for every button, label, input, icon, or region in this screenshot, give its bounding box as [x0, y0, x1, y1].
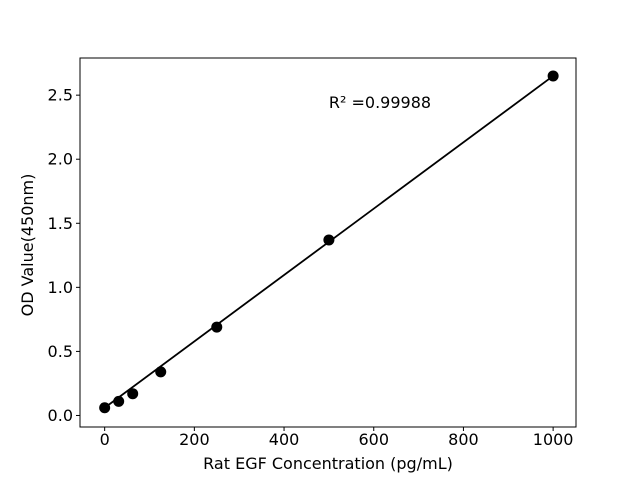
x-tick-label: 600	[358, 430, 389, 449]
data-point	[99, 402, 111, 414]
data-point	[211, 321, 223, 333]
data-point	[155, 366, 167, 378]
y-tick-label: 0.0	[48, 406, 73, 425]
x-tick-label: 800	[448, 430, 479, 449]
y-tick-label: 1.0	[48, 278, 73, 297]
x-tick-label: 1000	[533, 430, 574, 449]
data-point	[547, 70, 559, 82]
x-tick-label: 200	[179, 430, 210, 449]
data-point	[323, 234, 335, 246]
data-point	[127, 388, 139, 400]
plot-border	[79, 57, 577, 428]
y-axis-label: OD Value(450nm)	[18, 174, 37, 317]
y-tick-label: 2.5	[48, 86, 73, 105]
x-tick-label: 400	[269, 430, 300, 449]
y-tick-label: 2.0	[48, 150, 73, 169]
x-axis-label: Rat EGF Concentration (pg/mL)	[203, 454, 453, 473]
x-tick-label: 0	[100, 430, 110, 449]
y-tick-label: 0.5	[48, 342, 73, 361]
y-tick-label: 1.5	[48, 214, 73, 233]
data-point	[113, 395, 125, 407]
r-squared-annotation: R² =0.99988	[329, 93, 431, 112]
